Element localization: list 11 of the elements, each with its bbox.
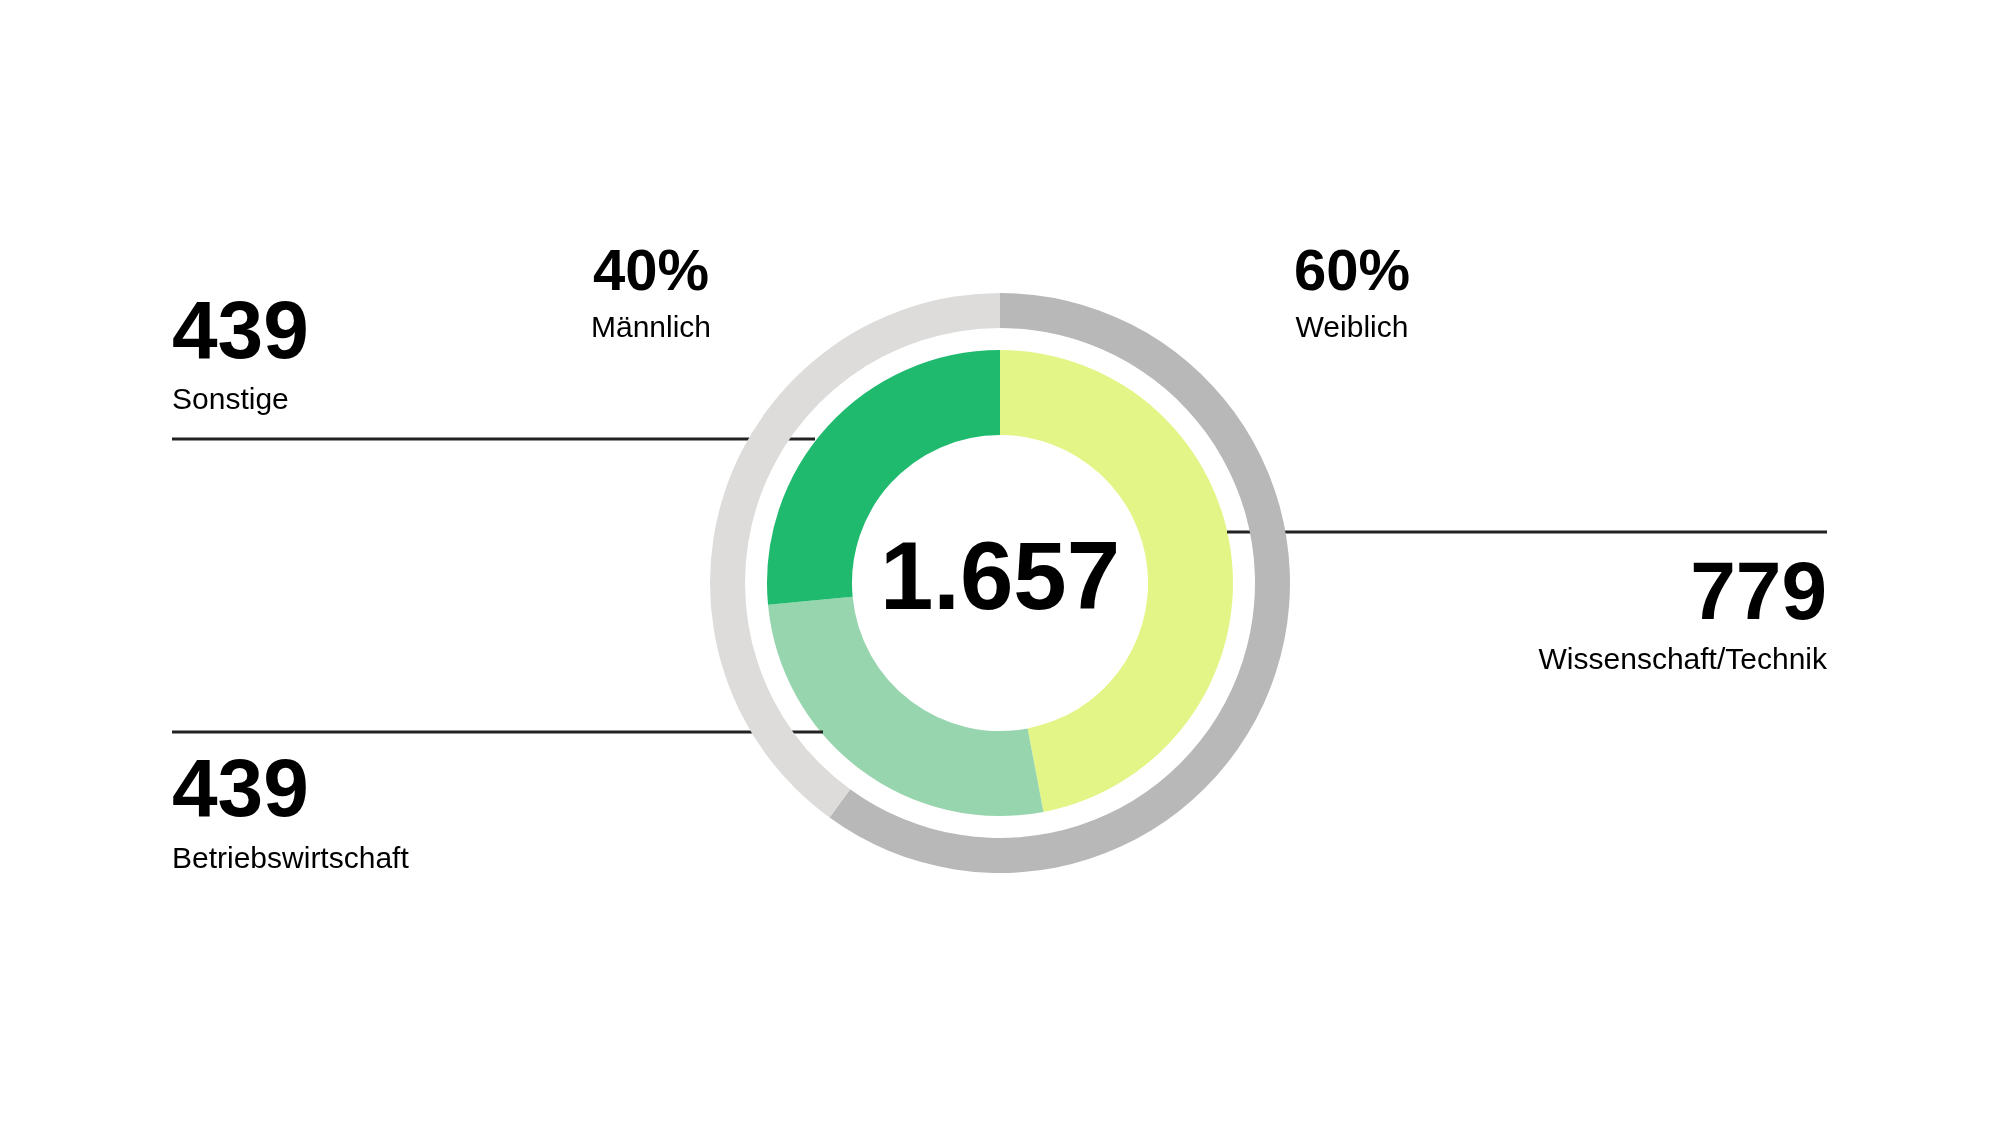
slice-label: Wissenschaft/Technik <box>1538 642 1828 676</box>
text: 1.657 <box>879 522 1121 630</box>
data-label: 439 <box>172 283 309 375</box>
slice-label: Betriebswirtschaft <box>172 841 410 875</box>
slice-label: Weiblich <box>1295 310 1409 344</box>
slice-label: Sonstige <box>172 382 289 416</box>
data-label: 40% <box>592 237 710 302</box>
data-label: 439 <box>172 741 309 833</box>
data-label: 60% <box>1293 237 1411 302</box>
data-label: 779 <box>1690 544 1827 636</box>
slice-label: Männlich <box>590 310 712 344</box>
